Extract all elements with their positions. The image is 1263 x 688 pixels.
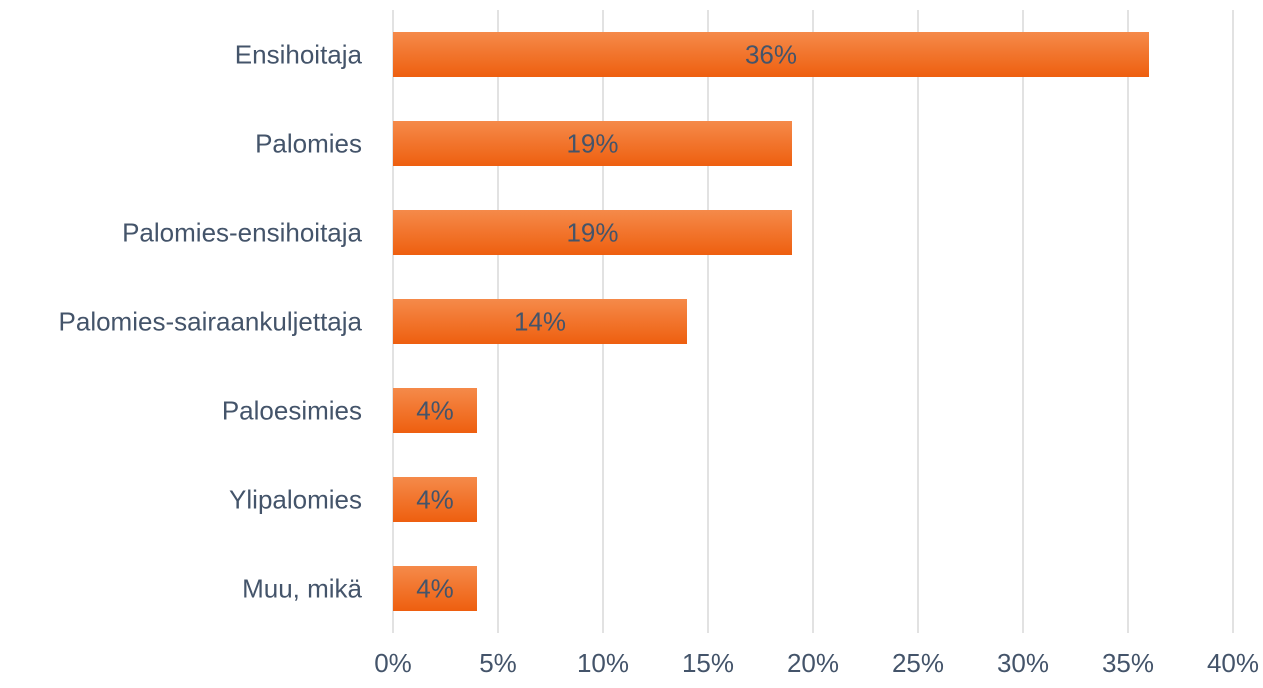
x-tick-label: 30%	[997, 648, 1049, 678]
bar	[393, 32, 1149, 77]
data-label: 4%	[416, 485, 454, 515]
category-label: Palomies	[255, 129, 362, 159]
x-tick-label: 25%	[892, 648, 944, 678]
x-tick-label: 35%	[1102, 648, 1154, 678]
x-tick-label: 10%	[577, 648, 629, 678]
data-label: 4%	[416, 396, 454, 426]
category-label: Ensihoitaja	[235, 40, 363, 70]
bar	[393, 121, 792, 166]
bar	[393, 210, 792, 255]
data-label: 36%	[745, 40, 797, 70]
bar	[393, 477, 477, 522]
x-tick-label: 0%	[374, 648, 412, 678]
category-labels: Ensihoitaja Palomies Palomies-ensihoitaja P…	[59, 40, 363, 604]
x-tick-label: 5%	[479, 648, 517, 678]
x-tick-label: 20%	[787, 648, 839, 678]
bars: 36% 19% 19% 14% 4% 4% 4%	[393, 32, 1149, 611]
gridlines	[392, 10, 1234, 633]
category-label: Paloesimies	[222, 396, 362, 426]
category-label: Ylipalomies	[229, 485, 362, 515]
category-label: Palomies-ensihoitaja	[122, 218, 362, 248]
category-label: Palomies-sairaankuljettaja	[59, 307, 363, 337]
bar	[393, 566, 477, 611]
bar	[393, 388, 477, 433]
data-label: 19%	[566, 129, 618, 159]
data-label: 19%	[566, 218, 618, 248]
data-label: 4%	[416, 574, 454, 604]
x-tick-label: 15%	[682, 648, 734, 678]
x-tick-label: 40%	[1207, 648, 1259, 678]
bar	[393, 299, 687, 344]
category-label: Muu, mikä	[242, 574, 362, 604]
data-label: 14%	[514, 307, 566, 337]
x-axis-tick-labels: 0% 5% 10% 15% 20% 25% 30% 35% 40%	[374, 648, 1259, 678]
